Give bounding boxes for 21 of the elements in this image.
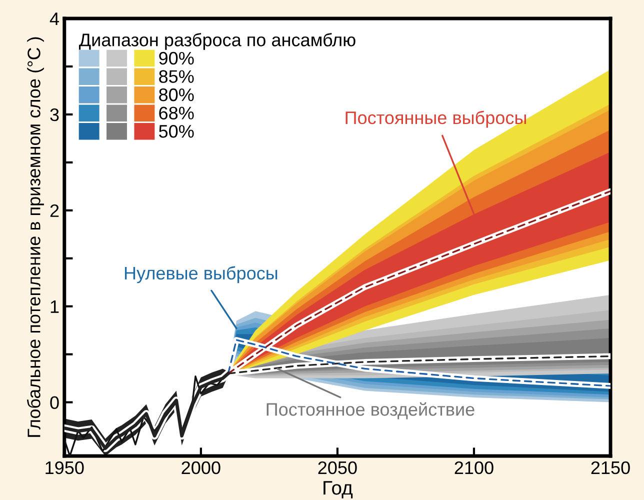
legend-label: 50% bbox=[159, 124, 194, 138]
y-tick-label: 0 bbox=[50, 396, 59, 409]
x-tick-label: 2150 bbox=[591, 461, 630, 474]
y-axis-title: Глобальное потепление в приземном слое (°C ) bbox=[26, 37, 44, 437]
annotation: Постоянные выбросы bbox=[346, 110, 526, 128]
y-tick-label: 3 bbox=[50, 108, 59, 122]
y-tick-label: 2 bbox=[50, 204, 59, 217]
legend-title: Диапазон разброса по ансамблю bbox=[78, 32, 356, 50]
annotation: Нулевые выбросы bbox=[124, 266, 278, 284]
y-tick-label: 1 bbox=[50, 300, 59, 313]
x-axis-title: Год bbox=[324, 481, 353, 498]
y-tick-label: 4 bbox=[50, 12, 60, 26]
legend-label: 90% bbox=[159, 52, 194, 65]
annotation: Постоянное воздействие bbox=[266, 402, 474, 420]
legend-label: 80% bbox=[159, 88, 194, 102]
x-tick-label: 1950 bbox=[46, 461, 84, 474]
x-tick-label: 2050 bbox=[318, 461, 357, 474]
x-tick-label: 2100 bbox=[454, 461, 494, 474]
legend-label: 85% bbox=[159, 70, 194, 83]
x-tick-label: 2000 bbox=[182, 461, 220, 474]
legend-label: 68% bbox=[159, 106, 194, 120]
